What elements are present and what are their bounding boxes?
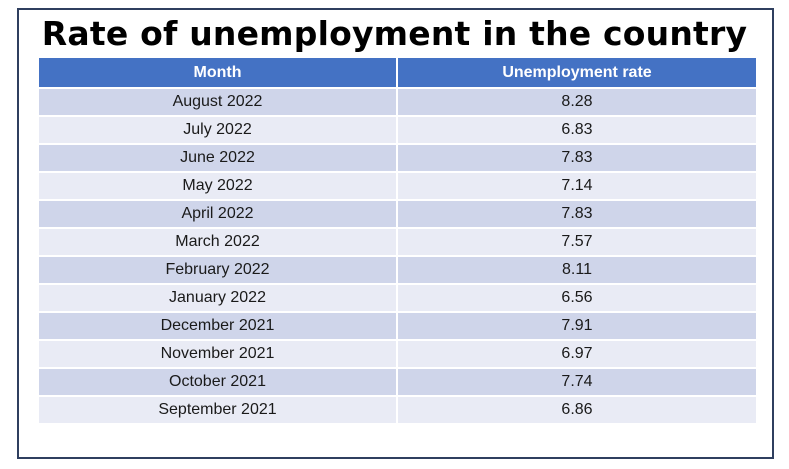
table-body: August 2022 8.28 July 2022 6.83 June 2022 7.8…: [39, 87, 756, 423]
month-cell: March 2022: [39, 227, 398, 256]
unemployment-rate-cell: 7.14: [397, 171, 756, 200]
unemployment-rate-cell: 6.86: [397, 395, 756, 423]
unemployment-rate-cell: 6.97: [397, 339, 756, 368]
unemployment-rate-cell: 7.57: [397, 227, 756, 256]
table-row: January 2022 6.56: [39, 283, 756, 312]
column-header-month: Month: [39, 58, 398, 88]
unemployment-rate-cell: 6.56: [397, 283, 756, 312]
table-title: Rate of unemployment in the country: [41, 14, 748, 53]
month-cell: July 2022: [39, 115, 398, 144]
unemployment-rate-cell: 7.74: [397, 367, 756, 396]
table-row: April 2022 7.83: [39, 199, 756, 228]
month-cell: February 2022: [39, 255, 398, 284]
table-row: May 2022 7.14: [39, 171, 756, 200]
month-cell: January 2022: [39, 283, 398, 312]
unemployment-rate-cell: 8.28: [397, 87, 756, 116]
unemployment-table: Month Unemployment rate August 2022 8.28 J…: [39, 58, 756, 423]
unemployment-rate-cell: 8.11: [397, 255, 756, 284]
unemployment-rate-cell: 7.83: [397, 199, 756, 228]
table-row: September 2021 6.86: [39, 395, 756, 423]
table-row: February 2022 8.11: [39, 255, 756, 284]
month-cell: April 2022: [39, 199, 398, 228]
month-cell: June 2022: [39, 143, 398, 172]
table-row: March 2022 7.57: [39, 227, 756, 256]
table-row: December 2021 7.91: [39, 311, 756, 340]
table-row: November 2021 6.97: [39, 339, 756, 368]
unemployment-rate-cell: 7.91: [397, 311, 756, 340]
unemployment-rate-cell: 7.83: [397, 143, 756, 172]
table-row: August 2022 8.28: [39, 87, 756, 116]
month-cell: December 2021: [39, 311, 398, 340]
month-cell: May 2022: [39, 171, 398, 200]
table-row: July 2022 6.83: [39, 115, 756, 144]
table-row: October 2021 7.74: [39, 367, 756, 396]
column-header-unemployment-rate: Unemployment rate: [397, 58, 756, 88]
month-cell: August 2022: [39, 87, 398, 116]
header-row: Month Unemployment rate: [39, 58, 756, 88]
unemployment-rate-cell: 6.83: [397, 115, 756, 144]
table-row: June 2022 7.83: [39, 143, 756, 172]
month-cell: October 2021: [39, 367, 398, 396]
month-cell: September 2021: [39, 395, 398, 423]
month-cell: November 2021: [39, 339, 398, 368]
